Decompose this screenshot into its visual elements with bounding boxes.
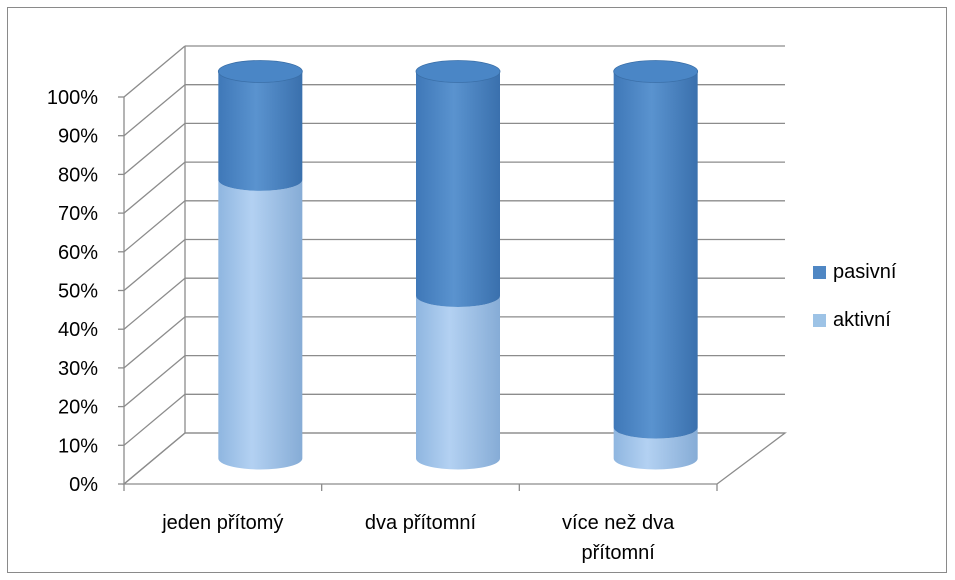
legend-label: aktivní: [833, 309, 891, 331]
category-label: přítomní: [581, 542, 655, 564]
bar-segment-pasivní: [218, 71, 303, 191]
side-wall-line: [123, 84, 186, 137]
bar-segment-aktivní: [416, 295, 500, 470]
side-wall-line: [123, 200, 186, 253]
side-wall-line: [123, 316, 186, 369]
bar-segment-aktivní: [218, 179, 303, 470]
y-tick-label: 0%: [69, 474, 98, 496]
bar-segment-aktivní: [613, 427, 698, 470]
side-wall-line: [123, 45, 186, 98]
side-wall-line: [123, 161, 186, 214]
legend-swatch: [813, 266, 826, 279]
bar-top-cap: [217, 60, 303, 83]
axis-layer: 0% 10% 20% 30% 40% 50% 60% 70% 80% 90% 100% jeden p…: [47, 87, 718, 564]
legend: pasivní aktivní: [813, 261, 897, 331]
y-tick-label: 80%: [58, 164, 98, 186]
y-tick-label: 40%: [58, 319, 98, 341]
category-label: jeden přítomý: [161, 512, 283, 534]
legend-swatch: [813, 314, 826, 327]
bar-top-cap: [613, 60, 699, 83]
category-label: dva přítomní: [365, 512, 477, 534]
side-wall-line: [123, 239, 186, 291]
y-tick-label: 50%: [58, 281, 98, 303]
y-tick-label: 10%: [58, 435, 98, 457]
side-wall-line: [123, 122, 186, 175]
y-tick-label: 30%: [58, 358, 98, 380]
bar-top-cap: [415, 60, 501, 83]
bars-layer: [217, 60, 699, 470]
y-tick-label: 70%: [58, 203, 98, 225]
side-wall-line: [123, 277, 186, 330]
bar-segment-pasivní: [613, 71, 698, 439]
bar-segment-pasivní: [416, 71, 500, 307]
y-tick-label: 90%: [58, 126, 98, 148]
legend-label: pasivní: [833, 261, 897, 283]
y-tick-label: 60%: [58, 242, 98, 264]
side-wall-line: [123, 393, 186, 446]
y-tick-label: 20%: [58, 397, 98, 419]
side-wall-line: [123, 355, 186, 408]
category-label: více než dva: [562, 512, 675, 534]
y-tick-label: 100%: [47, 87, 98, 109]
